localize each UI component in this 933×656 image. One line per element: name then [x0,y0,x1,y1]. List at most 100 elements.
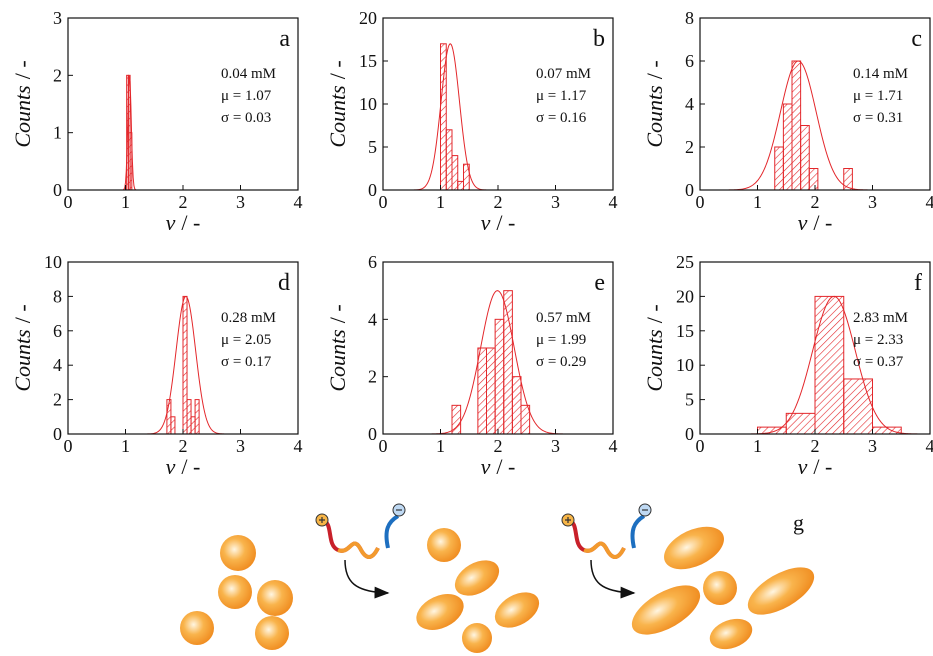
y-axis-label: Counts / - [325,304,350,391]
bar [186,399,192,435]
x-axis-symbol: v [481,454,491,479]
annotation: σ = 0.29 [536,354,586,370]
y-tick-label: 15 [676,321,694,341]
annotation: σ = 0.03 [221,110,271,126]
x-tick-label: 0 [696,436,705,456]
x-tick-label: 4 [609,436,618,456]
x-tick-label: 1 [436,436,445,456]
x-axis-label: v / - [481,210,516,235]
y-axis-label: Counts / - [10,304,35,391]
x-tick-label: 0 [64,192,73,212]
x-axis-unit: / - [496,454,515,479]
y-tick-label: 0 [368,424,377,444]
bar [170,416,176,435]
plot-frame [699,17,931,191]
y-axis-symbol: Counts [642,329,667,391]
panel-label: g [793,510,804,535]
bar [511,376,522,435]
x-axis-label: v / - [166,454,201,479]
y-tick-label: 0 [685,424,694,444]
y-tick-label: 2 [368,367,377,387]
y-axis-unit: / - [642,60,667,79]
y-tick-label: 0 [685,180,694,200]
bar [808,168,819,191]
y-tick-label: 4 [368,309,377,329]
bar [477,347,487,435]
bar [814,295,845,435]
x-tick-label: 0 [379,192,388,212]
x-tick-label: 3 [236,192,245,212]
bar [194,399,200,435]
y-tick-label: 0 [53,424,62,444]
annotation: μ = 1.17 [536,88,587,104]
x-tick-label: 2 [494,192,503,212]
y-axis-unit: / - [325,60,350,79]
y-tick-label: 4 [53,355,62,375]
x-tick-label: 1 [121,436,130,456]
y-tick-label: 6 [368,252,377,272]
x-axis-label: v / - [798,454,833,479]
y-axis-unit: / - [10,60,35,79]
x-axis-unit: / - [496,210,515,235]
annotation: 0.57 mM [536,310,591,326]
x-tick-label: 4 [609,192,618,212]
annotation: μ = 1.99 [536,332,586,348]
plot-frame [382,17,614,191]
y-axis-label: Counts / - [325,60,350,147]
annotation: 0.04 mM [221,66,276,82]
bar [190,416,196,435]
y-axis-symbol: Counts [325,85,350,147]
x-axis-symbol: v [798,210,808,235]
x-tick-label: 1 [753,192,762,212]
y-tick-label: 2 [53,65,62,85]
y-axis-unit: / - [642,304,667,323]
reaction-step-2 [561,503,652,599]
bar [791,60,802,191]
y-axis-label: Counts / - [642,304,667,391]
y-tick-label: 2 [53,390,62,410]
annotation: σ = 0.17 [221,354,272,370]
annotation: μ = 2.05 [221,332,271,348]
y-tick-label: 25 [676,252,694,272]
x-axis-symbol: v [481,210,491,235]
x-axis-unit: / - [813,454,832,479]
x-axis-symbol: v [166,210,176,235]
x-tick-label: 0 [379,436,388,456]
y-axis-unit: / - [325,304,350,323]
bar [757,426,787,435]
y-tick-label: 15 [359,51,377,71]
y-tick-label: 0 [368,180,377,200]
diagram: g [180,503,815,653]
plot-frame [67,17,299,191]
particles-initial [180,535,293,650]
panel-label: d [278,270,290,296]
x-tick-label: 0 [696,192,705,212]
bar [774,146,784,191]
x-tick-label: 4 [926,192,933,212]
y-axis-label: Counts / - [642,60,667,147]
x-tick-label: 1 [753,436,762,456]
x-tick-label: 3 [551,192,560,212]
annotation: μ = 1.71 [853,88,903,104]
y-tick-label: 10 [44,252,62,272]
panel-label: a [279,26,290,52]
y-tick-label: 4 [685,94,694,114]
x-tick-label: 2 [494,436,503,456]
annotation: 2.83 mM [853,310,908,326]
y-axis-symbol: Counts [10,329,35,391]
annotation: σ = 0.31 [853,110,903,126]
x-axis-symbol: v [166,454,176,479]
annotation: σ = 0.16 [536,110,587,126]
bar [445,129,453,191]
y-tick-label: 1 [53,123,62,143]
x-axis-label: v / - [798,210,833,235]
y-tick-label: 6 [53,321,62,341]
reaction-step-1 [315,503,406,599]
bar [843,378,873,435]
x-tick-label: 2 [179,436,188,456]
x-tick-label: 0 [64,436,73,456]
x-axis-unit: / - [813,210,832,235]
x-tick-label: 4 [294,192,303,212]
bar [457,180,464,191]
